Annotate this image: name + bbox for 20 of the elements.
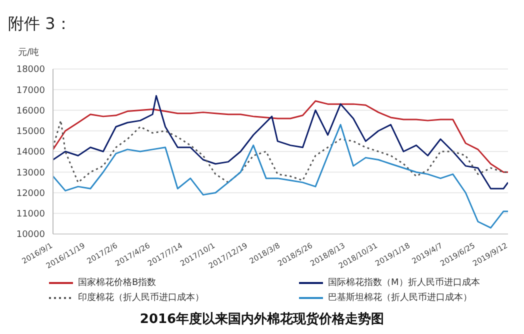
- text: 附件 3：: [8, 14, 72, 35]
- legend-label: 国际棉花指数（M）折人民币进口成本: [328, 276, 480, 289]
- text: 2016年度以来国内外棉花现货价格走势图: [138, 310, 386, 328]
- line-series: [53, 120, 508, 184]
- y-tick-label: 18000: [16, 65, 46, 76]
- line-series: [53, 124, 508, 229]
- y-tick-label: 15000: [16, 127, 46, 138]
- y-tick-label: 11000: [16, 210, 46, 220]
- line-series: [53, 100, 508, 173]
- y-tick-label: 10000: [16, 230, 46, 240]
- y-tick-label: 12000: [16, 188, 46, 199]
- y-tick-label: 14000: [16, 148, 46, 158]
- line-series: [53, 95, 508, 190]
- y-tick-label: 16000: [16, 106, 46, 116]
- legend-label: 巴基斯坦棉花（折人民币进口成本）: [328, 292, 472, 304]
- legend-label: 印度棉花（折人民币进口成本）: [78, 292, 204, 304]
- y-tick-label: 17000: [16, 86, 46, 96]
- y-tick-label: 13000: [16, 168, 46, 178]
- y-axis-title: 元/吨: [18, 46, 40, 59]
- legend-label: 国家棉花价格B指数: [78, 276, 156, 289]
